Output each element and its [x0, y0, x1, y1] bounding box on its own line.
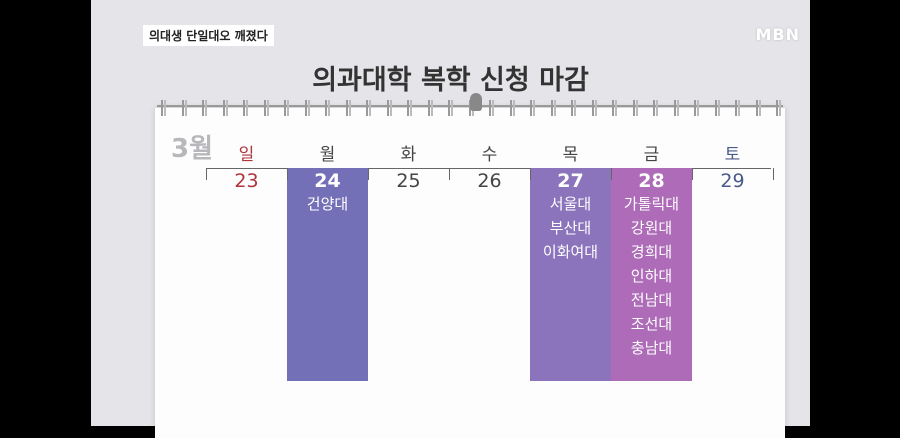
school-name: 가톨릭대 [623, 195, 680, 213]
school-name: 건양대 [306, 195, 349, 213]
column-divider [611, 168, 612, 180]
binding-ring [202, 100, 207, 116]
binding-ring [427, 100, 433, 116]
school-name: 서울대 [549, 195, 592, 213]
binding-ring [284, 100, 289, 116]
binding-ring [776, 100, 781, 116]
day-cell: 29 [692, 168, 773, 192]
date-number: 26 [477, 170, 502, 192]
weekday-header: 화 [400, 145, 417, 165]
binding-ring [653, 100, 658, 116]
binding-ring [243, 100, 248, 116]
date-number: 23 [234, 170, 259, 192]
binding-ring [714, 100, 720, 116]
graphic-title: 의과대학 복학 신청 마감 [312, 65, 589, 96]
school-name: 인하대 [630, 267, 673, 285]
day-cell: 26 [449, 168, 530, 192]
date-number: 29 [720, 170, 745, 192]
column-divider [368, 168, 369, 180]
binding-ring [612, 100, 617, 116]
binding-ring [509, 100, 515, 116]
day-cell: 23 [206, 168, 287, 192]
binding-ring [386, 100, 392, 116]
binding-ring [304, 100, 310, 116]
binding-ring [181, 100, 187, 116]
month-label: 3월 [171, 134, 214, 164]
binding-ring [755, 100, 761, 116]
binding-ring [366, 100, 371, 116]
weekday-header: 수 [481, 145, 498, 165]
day-cell: 24 건양대 [287, 168, 368, 381]
school-name: 조선대 [630, 315, 673, 333]
date-number: 27 [557, 170, 584, 192]
day-cell: 25 [368, 168, 449, 192]
video-frame: 의대생 단일대오 깨졌다 MBN 의과대학 복학 신청 마감 3월 일 23 월 24… [91, 0, 810, 438]
column-divider [692, 168, 693, 180]
binding-ring [448, 100, 453, 116]
binding-ring [550, 100, 556, 116]
school-name: 강원대 [630, 219, 673, 237]
binding-ring [161, 100, 166, 116]
binding-ring [632, 100, 638, 116]
weekday-header: 토 [724, 145, 741, 165]
weekday-header: 목 [562, 145, 579, 165]
column-divider [287, 168, 288, 180]
column-divider [449, 168, 450, 180]
weekday-header: 일 [238, 145, 255, 165]
binding-ring [407, 100, 412, 116]
broadcaster-logo: MBN [755, 25, 800, 44]
column-divider [773, 168, 774, 180]
school-name: 경희대 [630, 243, 673, 261]
school-name: 이화여대 [542, 243, 599, 261]
binding-ring [735, 100, 740, 116]
binding-ring [489, 100, 494, 116]
news-caption: 의대생 단일대오 깨졌다 [143, 25, 274, 46]
binding-ring [694, 100, 699, 116]
binding-ring [325, 100, 330, 116]
date-number: 28 [638, 170, 665, 192]
date-number: 25 [396, 170, 421, 192]
binding-ring [673, 100, 679, 116]
column-divider [206, 168, 207, 180]
binding-ring [571, 100, 576, 116]
binding-ring [263, 100, 269, 116]
school-name: 부산대 [549, 219, 592, 237]
calendar-hook-icon [470, 93, 482, 111]
column-divider [530, 168, 531, 180]
school-name: 전남대 [630, 291, 673, 309]
binding-ring [222, 100, 228, 116]
school-name: 충남대 [630, 339, 673, 357]
binding-ring [345, 100, 351, 116]
date-row-divider [206, 168, 771, 169]
binding-ring [591, 100, 597, 116]
weekday-header: 금 [643, 145, 660, 165]
weekday-header: 월 [319, 145, 336, 165]
binding-ring [530, 100, 535, 116]
date-number: 24 [314, 170, 341, 192]
